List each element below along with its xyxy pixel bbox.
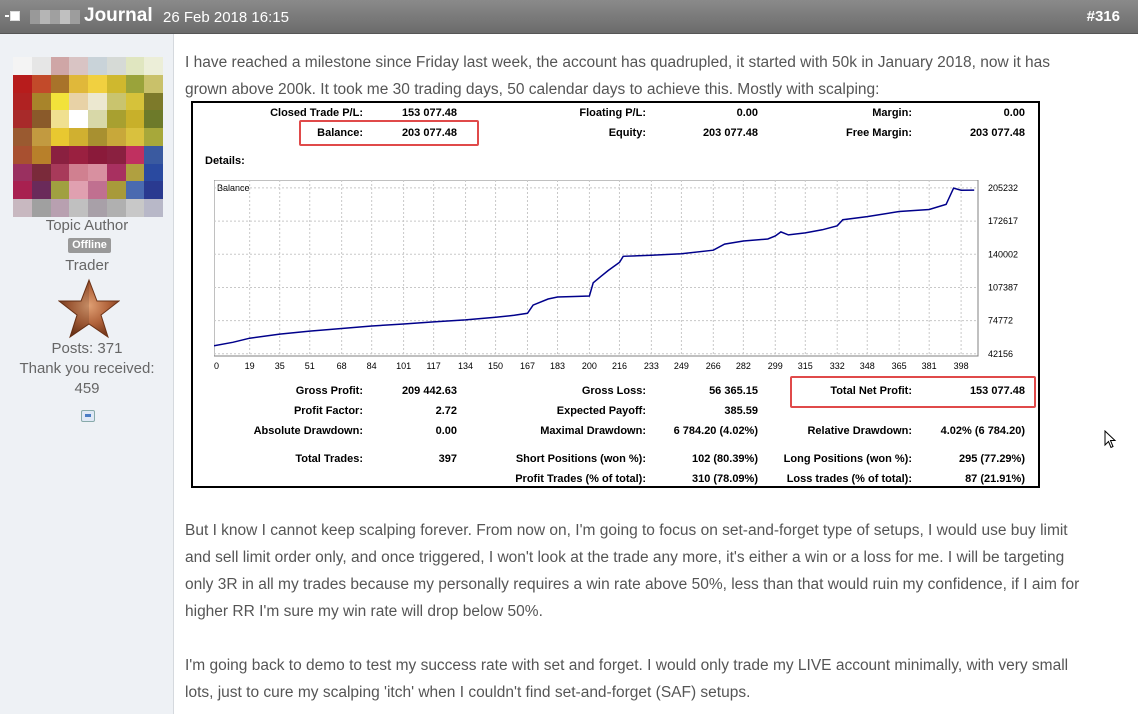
x-tick-label: 183 <box>550 361 565 371</box>
post-paragraph-3: I'm going back to demo to test my succes… <box>185 657 1069 701</box>
balance-label: Balance: <box>317 127 363 139</box>
x-tick-label: 0 <box>214 361 219 371</box>
x-tick-label: 233 <box>644 361 659 371</box>
total-trades-label: Total Trades: <box>295 453 363 465</box>
total-trades-value: 397 <box>438 453 457 465</box>
private-message-icon[interactable] <box>81 410 95 422</box>
gross-loss-label: Gross Loss: <box>581 385 646 397</box>
expected-payoff-label: Expected Payoff: <box>556 405 646 417</box>
author-rank: Trader <box>65 257 109 274</box>
balance-series-line <box>214 187 975 347</box>
profit-factor-label: Profit Factor: <box>293 405 363 417</box>
total-net-profit-label: Total Net Profit: <box>830 385 912 397</box>
equity-value: 203 077.48 <box>702 127 758 139</box>
star-rank-icon <box>58 278 120 339</box>
y-tick-label: 172617 <box>988 216 1018 226</box>
x-tick-label: 315 <box>798 361 813 371</box>
x-tick-label: 365 <box>892 361 907 371</box>
expected-payoff-value: 385.59 <box>724 405 758 417</box>
author-role: Topic Author <box>45 217 129 234</box>
author-sidebar: Topic Author Offline Trader Posts: 371 T… <box>0 34 174 714</box>
loss-trades-label: Loss trades (% of total): <box>786 473 912 485</box>
mouse-cursor-icon <box>1104 430 1117 449</box>
status-badge: Offline <box>68 238 111 253</box>
x-tick-label: 150 <box>488 361 503 371</box>
balance-value: 203 077.48 <box>401 127 457 139</box>
post-paragraph-1: I have reached a milestone since Friday … <box>185 54 1051 98</box>
avatar[interactable] <box>13 57 163 217</box>
margin-value: 0.00 <box>1003 107 1025 119</box>
x-tick-label: 249 <box>674 361 689 371</box>
relative-drawdown-value: 4.02% (6 784.20) <box>940 425 1025 437</box>
profit-factor-value: 2.72 <box>435 405 457 417</box>
balance-highlight <box>299 120 479 146</box>
x-tick-label: 84 <box>367 361 377 371</box>
x-tick-label: 266 <box>706 361 721 371</box>
maximal-drawdown-value: 6 784.20 (4.02%) <box>673 425 758 437</box>
x-tick-label: 167 <box>520 361 535 371</box>
maximal-drawdown-label: Maximal Drawdown: <box>540 425 646 437</box>
gross-profit-value: 209 442.63 <box>401 385 457 397</box>
floating-pl-value: 0.00 <box>736 107 758 119</box>
gross-loss-value: 56 365.15 <box>709 385 758 397</box>
closed-pl-label: Closed Trade P/L: <box>270 107 363 119</box>
x-tick-label: 117 <box>426 361 440 371</box>
collapse-icon[interactable] <box>5 11 20 21</box>
x-tick-label: 35 <box>275 361 285 371</box>
x-tick-label: 101 <box>396 361 411 371</box>
free-margin-label: Free Margin: <box>845 127 912 139</box>
x-tick-label: 282 <box>736 361 751 371</box>
equity-label: Equity: <box>608 127 646 139</box>
post-header: Journal 26 Feb 2018 16:15 #316 <box>0 0 1138 34</box>
y-tick-label: 74772 <box>988 316 1013 326</box>
y-tick-label: 42156 <box>988 349 1013 359</box>
x-tick-label: 68 <box>337 361 347 371</box>
loss-trades-value: 87 (21.91%) <box>965 473 1025 485</box>
profit-trades-value: 310 (78.09%) <box>691 473 758 485</box>
gross-profit-label: Gross Profit: <box>295 385 363 397</box>
y-tick-label: 140002 <box>988 249 1018 259</box>
thanks-label: Thank you received: <box>19 360 155 377</box>
y-tick-label: 205232 <box>988 183 1018 193</box>
balance-chart: Balance 0 19 35 51 68 84 101 117 134 150 167 183 200… <box>214 180 1018 371</box>
closed-pl-value: 153 077.48 <box>401 107 457 119</box>
profit-trades-label: Profit Trades (% of total): <box>515 473 646 485</box>
total-net-profit-value: 153 077.48 <box>969 385 1025 397</box>
post-date: 26 Feb 2018 16:15 <box>163 9 289 26</box>
absolute-drawdown-value: 0.00 <box>435 425 457 437</box>
short-positions-value: 102 (80.39%) <box>691 453 758 465</box>
thanks-count: 459 <box>74 380 100 397</box>
post-paragraph-2: But I know I cannot keep scalping foreve… <box>185 522 1080 620</box>
relative-drawdown-label: Relative Drawdown: <box>807 425 912 437</box>
free-margin-value: 203 077.48 <box>969 127 1025 139</box>
post-body-continued: But I know I cannot keep scalping foreve… <box>185 517 1085 706</box>
net-profit-highlight <box>790 376 1036 408</box>
x-tick-label: 348 <box>860 361 875 371</box>
blurred-username <box>30 10 80 24</box>
margin-label: Margin: <box>872 107 912 119</box>
x-tick-label: 134 <box>458 361 473 371</box>
x-tick-label: 216 <box>612 361 627 371</box>
details-label: Details: <box>205 155 245 167</box>
x-tick-label: 299 <box>768 361 783 371</box>
floating-pl-label: Floating P/L: <box>579 107 646 119</box>
post-count: Posts: 371 <box>51 340 123 357</box>
absolute-drawdown-label: Absolute Drawdown: <box>253 425 363 437</box>
short-positions-label: Short Positions (won %): <box>515 453 646 465</box>
x-tick-label: 381 <box>922 361 937 371</box>
x-tick-label: 51 <box>305 361 315 371</box>
x-tick-label: 200 <box>582 361 597 371</box>
x-tick-label: 332 <box>830 361 845 371</box>
long-positions-label: Long Positions (won %): <box>783 453 912 465</box>
y-tick-label: 107387 <box>988 282 1018 292</box>
post-number-link[interactable]: #316 <box>1086 8 1120 25</box>
post-body: I have reached a milestone since Friday … <box>185 49 1085 103</box>
topic-title[interactable]: Journal <box>84 5 153 26</box>
x-tick-label: 398 <box>954 361 969 371</box>
chart-title: Balance <box>217 183 250 193</box>
long-positions-value: 295 (77.29%) <box>958 453 1025 465</box>
x-tick-label: 19 <box>245 361 255 371</box>
